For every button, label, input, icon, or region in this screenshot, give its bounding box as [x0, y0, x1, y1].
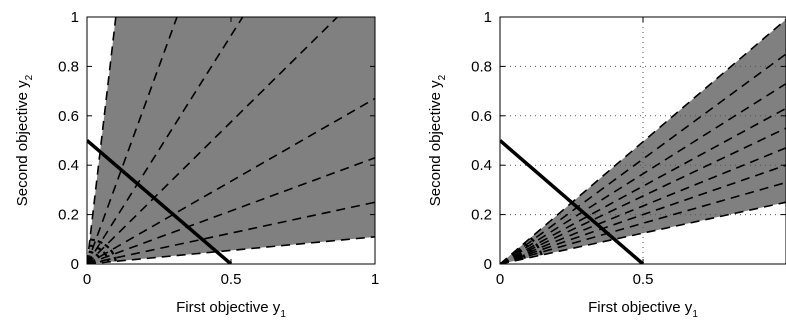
x-tick-label-0-5: 0.5 [221, 271, 242, 288]
y-tick-label-1: 1 [71, 9, 79, 26]
x-tick-label-0-5: 0.5 [633, 271, 654, 288]
y-tick-label-0-2: 0.2 [58, 207, 79, 224]
solid-constraint-line [87, 139, 233, 264]
y-tick-label-0: 0 [484, 256, 492, 273]
y-axis-label: Second objective y2 [14, 74, 35, 206]
x-axis-label: First objective y1 [588, 299, 698, 320]
dashed-arc-4 [523, 242, 535, 258]
y-axis-label: Second objective y2 [427, 74, 448, 206]
dashed-arc-2 [511, 252, 518, 261]
x-tick-label-0: 0 [83, 271, 91, 288]
y-tick-label-0-8: 0.8 [58, 58, 79, 75]
dashed-arc-4 [89, 238, 117, 262]
y-tick-label-0-8: 0.8 [471, 58, 492, 75]
y-tick-label-0-2: 0.2 [471, 207, 492, 224]
dashed-arc-3 [89, 244, 110, 263]
y-tick-label-0: 0 [71, 256, 79, 273]
x-axis-label: First objective y1 [176, 299, 286, 320]
y-tick-label-0-4: 0.4 [471, 157, 492, 174]
y-tick-label-1: 1 [484, 9, 492, 26]
y-tick-label-0-6: 0.6 [471, 108, 492, 125]
x-tick-label-0: 0 [496, 271, 504, 288]
x-tick-label-1: 1 [371, 271, 379, 288]
right-chart: 0 0.5 0 0.2 0.4 0.6 0.8 1 First objective y1 Seco… [427, 9, 786, 320]
left-chart: 0 0.5 1 0 0.2 0.4 0.6 0.8 1 First objective y1 Sec… [14, 9, 379, 320]
dashed-arc-3 [517, 247, 527, 259]
dashed-arc-1 [505, 257, 510, 263]
dashed-arc-5 [529, 237, 543, 256]
y-tick-label-0-4: 0.4 [58, 157, 79, 174]
dashed-arc-1 [87, 256, 96, 264]
dashed-arc-2 [88, 250, 103, 263]
y-tick-label-0-6: 0.6 [58, 108, 79, 125]
solid-constraint-line [500, 139, 645, 264]
